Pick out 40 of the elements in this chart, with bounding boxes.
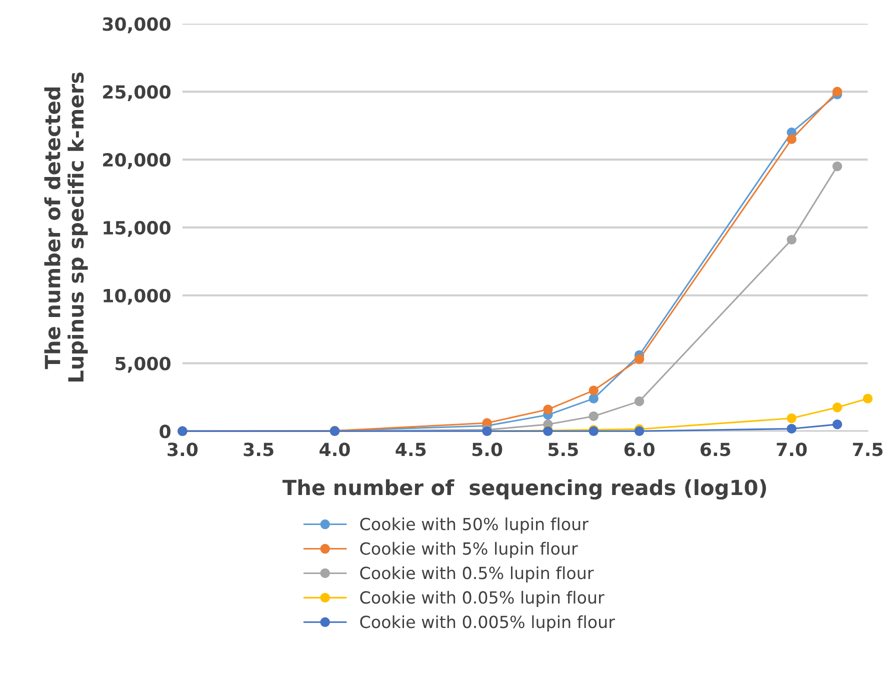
y-axis-title: The number of detected Lupinus sp specific k-mers xyxy=(44,72,88,382)
point xyxy=(862,394,873,404)
x-tick-label: 4.0 xyxy=(320,442,350,456)
point xyxy=(832,420,842,430)
y-tick-label: 30,000 xyxy=(102,17,170,34)
x-tick-label: 4.5 xyxy=(396,442,426,456)
point xyxy=(588,394,598,404)
point xyxy=(588,386,598,396)
legend-label: Cookie with 0.5% lupin flour xyxy=(360,566,594,583)
x-tick-label: 5.0 xyxy=(472,442,502,456)
x-tick-label: 3.5 xyxy=(244,442,274,456)
y-tick-label: 25,000 xyxy=(103,85,170,102)
point xyxy=(786,424,796,434)
x-tick-label: 5.5 xyxy=(548,442,578,456)
y-tick-label: 15,000 xyxy=(104,220,170,237)
point xyxy=(634,426,644,436)
point xyxy=(634,354,644,364)
point xyxy=(543,404,553,414)
point xyxy=(832,402,842,412)
point xyxy=(786,234,796,245)
x-tick-label: 3.0 xyxy=(168,442,198,456)
y-tick-label: 5,000 xyxy=(116,356,170,373)
point xyxy=(634,396,644,406)
legend-label: Cookie with 50% lupin flour xyxy=(360,517,588,534)
y-tick-label: 0 xyxy=(160,424,170,438)
point xyxy=(588,411,598,422)
point xyxy=(786,134,796,144)
x-tick-label: 6.5 xyxy=(700,442,730,456)
point xyxy=(832,86,842,97)
x-tick-label: 6.0 xyxy=(624,442,654,456)
legend-label: Cookie with 0.005% lupin flour xyxy=(360,615,615,632)
legend-label: Cookie with 5% lupin flour xyxy=(360,542,578,558)
y-tick-label: 10,000 xyxy=(104,288,170,305)
y-tick-label: 20,000 xyxy=(103,153,170,169)
legend-label: Cookie with 0.05% lupin flour xyxy=(360,590,604,607)
x-tick-label: 7.5 xyxy=(852,442,882,456)
x-axis-title: The number of sequencing reads (log10) xyxy=(282,479,766,500)
point xyxy=(832,161,842,172)
x-tick-label: 7.0 xyxy=(776,442,807,456)
point xyxy=(786,413,796,424)
